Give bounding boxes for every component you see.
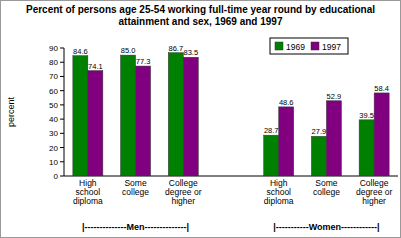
text-line: diploma (264, 196, 294, 206)
data-label: 27.9 (312, 127, 327, 136)
y-tick-label: 60 (49, 87, 58, 96)
y-tick-label: 70 (49, 72, 58, 81)
bar (279, 107, 294, 176)
x-tick-label: Collegedegree orhigher (165, 178, 202, 206)
y-tick (60, 176, 64, 177)
bar (121, 55, 136, 176)
y-axis-label: percent (6, 96, 16, 127)
bar (374, 93, 389, 176)
data-label: 48.6 (279, 98, 294, 107)
data-label: 83.5 (183, 48, 198, 57)
group-label: |-----------Women------------| (273, 222, 379, 232)
y-tick (60, 90, 64, 91)
bar (73, 56, 88, 176)
bar (359, 120, 374, 176)
data-label: 28.7 (264, 126, 279, 135)
text-line: college (122, 187, 149, 197)
y-tick (60, 48, 64, 49)
x-tick-label: Highschooldiploma (264, 178, 294, 206)
bar (88, 71, 103, 176)
y-tick-label: 0 (54, 172, 59, 181)
bars (73, 53, 389, 176)
x-tick-label: Collegedegree orhigher (356, 178, 393, 206)
bar (311, 136, 326, 176)
x-tick-label: Highschooldiploma (73, 178, 103, 206)
y-tick-label: 80 (49, 58, 58, 67)
chart-svg: Percent of persons age 25-54 working ful… (0, 0, 401, 238)
data-label: 39.5 (359, 111, 374, 120)
chart-container: Percent of persons age 25-54 working ful… (0, 0, 401, 238)
y-tick-label: 50 (49, 101, 58, 110)
text-line: college (313, 187, 340, 197)
y-tick (60, 104, 64, 105)
text-line: Percent of persons age 25-54 working ful… (26, 4, 375, 15)
legend-swatch (275, 42, 283, 50)
text-line: higher (171, 196, 195, 206)
y-tick-label: 40 (49, 115, 58, 124)
legend-box (270, 38, 348, 54)
bar (264, 135, 279, 176)
chart-frame (1, 1, 401, 238)
data-label: 58.4 (374, 84, 389, 93)
y-tick (60, 147, 64, 148)
text-line: diploma (73, 196, 103, 206)
data-label: 52.9 (327, 92, 342, 101)
data-label: 86.7 (168, 44, 183, 53)
data-label: 74.1 (88, 62, 103, 71)
chart-title: Percent of persons age 25-54 working ful… (26, 4, 375, 27)
y-tick-label: 30 (49, 129, 58, 138)
data-label: 84.6 (73, 47, 88, 56)
text-line: higher (362, 196, 386, 206)
data-label: 85.0 (121, 46, 136, 55)
legend: 1969 1997 (270, 38, 348, 54)
legend-label: 1997 (322, 42, 341, 52)
y-tick (60, 161, 64, 162)
y-tick-label: 90 (49, 44, 58, 53)
y-tick (60, 133, 64, 134)
group-label: |--------------Men--------------| (82, 222, 189, 232)
y-tick-label: 20 (49, 144, 58, 153)
bar (136, 66, 151, 176)
y-tick (60, 76, 64, 77)
bar (183, 57, 198, 176)
text-line: attainment and sex, 1969 and 1997 (119, 16, 283, 27)
x-tick-label: Somecollege (313, 178, 340, 197)
y-axis (64, 48, 65, 176)
y-tick (60, 119, 64, 120)
legend-label: 1969 (286, 42, 305, 52)
x-axis (64, 176, 398, 177)
data-label: 77.3 (136, 57, 151, 66)
y-tick-label: 10 (49, 158, 58, 167)
y-tick (60, 62, 64, 63)
x-tick-label: Somecollege (122, 178, 149, 197)
bar (168, 53, 183, 176)
bar (326, 101, 341, 176)
legend-swatch (311, 42, 319, 50)
